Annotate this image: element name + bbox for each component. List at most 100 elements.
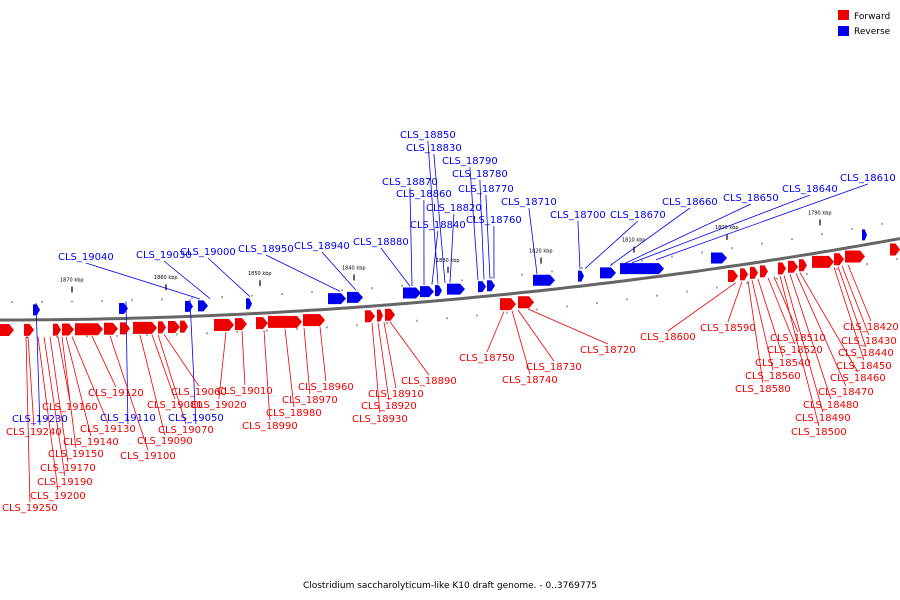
reverse-gene-arrow bbox=[33, 304, 40, 316]
forward-gene-arrow bbox=[214, 318, 234, 331]
forward-gene-arrow bbox=[53, 323, 61, 336]
gene-label: CLS_18830 bbox=[406, 143, 462, 154]
forward-gene-arrow bbox=[168, 320, 180, 333]
gene-label: CLS_19090 bbox=[137, 436, 193, 447]
gene-label: CLS_18590 bbox=[700, 323, 756, 334]
forward-gene-arrow bbox=[760, 265, 768, 278]
reverse-leader-line bbox=[409, 187, 413, 286]
legend: Forward Reverse bbox=[838, 10, 891, 37]
gene-label: CLS_18500 bbox=[791, 427, 847, 438]
gene-label: CLS_19040 bbox=[58, 252, 114, 263]
gene-label: CLS_18750 bbox=[459, 353, 515, 364]
reverse-gene-arrow bbox=[246, 298, 252, 310]
legend-reverse-label: Reverse bbox=[854, 27, 891, 37]
kbp-tick-label: 1800 kbp bbox=[715, 225, 739, 231]
reverse-gene-arrow bbox=[420, 286, 434, 298]
forward-gene-arrow bbox=[728, 270, 738, 283]
gene-label: CLS_18740 bbox=[502, 375, 558, 386]
reverse-leader-line bbox=[623, 203, 752, 265]
gene-label: CLS_18540 bbox=[755, 358, 811, 369]
reverse-leader-line bbox=[485, 194, 491, 279]
forward-gene-arrow bbox=[235, 318, 247, 331]
forward-leader-line bbox=[527, 308, 609, 345]
forward-leader-line bbox=[747, 280, 764, 384]
gene-label: CLS_18990 bbox=[242, 421, 298, 432]
backbone-line bbox=[0, 237, 900, 322]
forward-gene-arrow bbox=[750, 266, 758, 279]
gene-label: CLS_18460 bbox=[830, 373, 886, 384]
legend-forward-swatch bbox=[838, 10, 849, 20]
gene-label: CLS_18760 bbox=[466, 215, 522, 226]
reverse-leader-line bbox=[631, 194, 811, 264]
reverse-gene-arrow bbox=[600, 267, 616, 279]
backbone-layer bbox=[0, 237, 900, 322]
kbp-tick-label: 1790 kbp bbox=[808, 210, 832, 216]
gene-label: CLS_19250 bbox=[2, 503, 58, 514]
forward-leader-line bbox=[157, 334, 187, 425]
forward-gene-arrow bbox=[834, 253, 844, 266]
gene-label: CLS_19140 bbox=[63, 437, 119, 448]
reverse-leader-line bbox=[265, 254, 341, 292]
gene-label: CLS_18450 bbox=[836, 361, 892, 372]
forward-leader-line bbox=[783, 275, 824, 413]
forward-leader-line bbox=[241, 331, 246, 386]
reverse-gene-arrow bbox=[198, 300, 208, 312]
forward-gene-arrow bbox=[812, 255, 834, 268]
forward-leader-line bbox=[847, 264, 872, 322]
gene-layer bbox=[0, 229, 900, 336]
gene-label: CLS_18820 bbox=[426, 203, 482, 214]
reverse-leader-line bbox=[584, 220, 639, 269]
forward-leader-line bbox=[841, 265, 870, 336]
forward-leader-line bbox=[517, 309, 555, 362]
forward-gene-arrow bbox=[180, 320, 188, 333]
gene-label: CLS_18480 bbox=[803, 400, 859, 411]
forward-leader-line bbox=[779, 275, 820, 427]
forward-leader-line bbox=[789, 274, 832, 400]
forward-leader-line bbox=[511, 310, 531, 375]
reverse-leader-line bbox=[35, 302, 41, 426]
gene-label: CLS_18580 bbox=[735, 384, 791, 395]
reverse-leader-line bbox=[380, 247, 411, 287]
forward-gene-arrow bbox=[518, 296, 534, 309]
gene-label: CLS_19160 bbox=[42, 402, 98, 413]
forward-leader-line bbox=[61, 336, 77, 449]
gene-label: CLS_18650 bbox=[723, 193, 779, 204]
gene-label: CLS_19030 bbox=[136, 250, 192, 261]
gene-label: CLS_18610 bbox=[840, 173, 896, 184]
gene-label: CLS_18930 bbox=[352, 414, 408, 425]
forward-leader-line bbox=[218, 331, 227, 400]
reverse-leader-line bbox=[431, 230, 439, 285]
forward-gene-arrow bbox=[788, 260, 798, 273]
reverse-leader-line bbox=[655, 183, 869, 261]
gene-label: CLS_18520 bbox=[767, 345, 823, 356]
legend-reverse-swatch bbox=[838, 26, 849, 36]
gene-label: CLS_18440 bbox=[838, 348, 894, 359]
forward-leader-line bbox=[377, 322, 390, 401]
map-caption: Clostridium saccharolyticum-like K10 dra… bbox=[303, 581, 597, 591]
gene-label: CLS_19000 bbox=[180, 247, 236, 258]
gene-label: CLS_19130 bbox=[80, 424, 136, 435]
forward-leader-line bbox=[303, 327, 311, 395]
forward-leader-line bbox=[57, 336, 71, 402]
reverse-leader-line bbox=[469, 166, 479, 281]
gene-label: CLS_19240 bbox=[6, 427, 62, 438]
gene-label: CLS_18980 bbox=[266, 408, 322, 419]
reverse-leader-line bbox=[479, 179, 485, 280]
forward-leader-line bbox=[486, 311, 505, 353]
reverse-gene-arrow bbox=[620, 263, 664, 275]
gene-label: CLS_18600 bbox=[640, 332, 696, 343]
gene-label: CLS_18510 bbox=[770, 333, 826, 344]
gene-label: CLS_18710 bbox=[501, 197, 557, 208]
connector-layer bbox=[25, 140, 872, 503]
forward-leader-line bbox=[65, 336, 92, 437]
forward-leader-line bbox=[49, 336, 69, 463]
gene-label: CLS_18920 bbox=[361, 401, 417, 412]
forward-leader-line bbox=[43, 336, 66, 477]
forward-gene-arrow bbox=[740, 268, 748, 281]
reverse-leader-line bbox=[321, 251, 357, 291]
gene-label: CLS_19100 bbox=[120, 451, 176, 462]
reverse-gene-arrow bbox=[578, 270, 584, 282]
gene-label: CLS_19200 bbox=[30, 491, 86, 502]
